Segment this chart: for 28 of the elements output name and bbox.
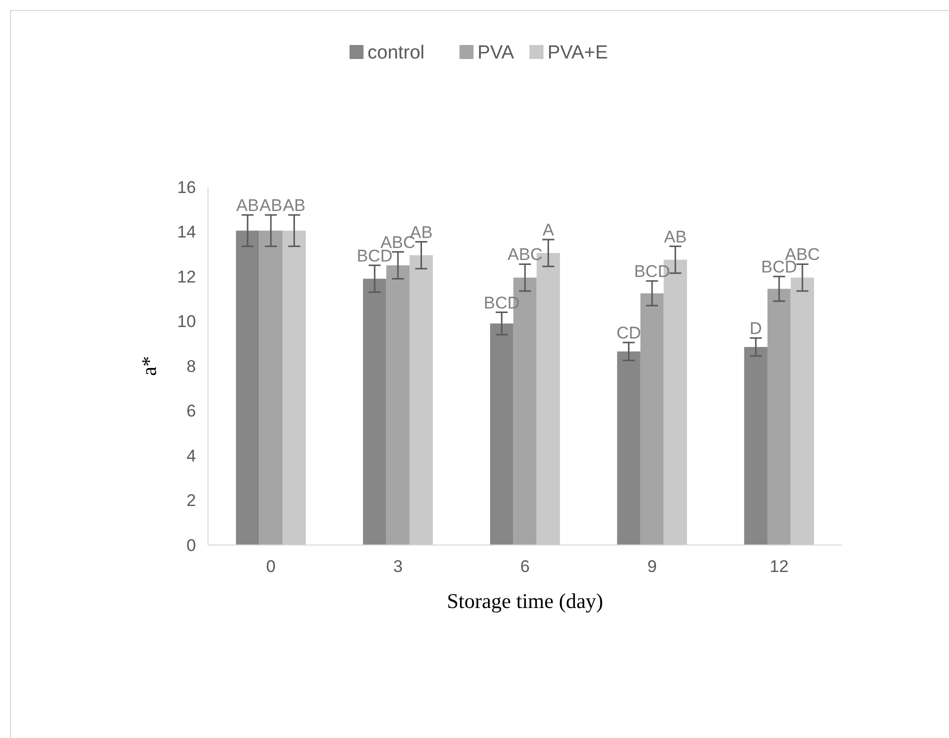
y-tick-label: 14 [177,222,196,242]
legend-label: PVA+E [548,42,608,64]
y-tick-label: 8 [186,356,196,376]
data-label: ABC [508,245,542,264]
y-tick-label: 12 [177,267,196,286]
y-tick-label: 10 [177,312,196,332]
y-axis-title: a* [137,356,161,376]
x-tick-label: 0 [266,557,276,576]
data-label: AB [664,227,687,246]
y-tick-label: 6 [186,402,196,421]
legend-label: PVA [478,42,514,64]
x-axis-title: Storage time (day) [446,589,604,613]
y-tick-label: 4 [186,446,196,466]
y-tick-label: 2 [186,491,196,510]
x-tick-label: 3 [393,557,403,576]
legend-label: control [368,42,425,64]
x-tick-label: 6 [520,557,530,576]
data-label: A [542,220,555,240]
data-label: BCD [634,262,670,281]
data-label: D [750,319,762,338]
y-tick-label: 16 [177,178,196,197]
data-label: AB [236,196,259,215]
data-label: CD [616,324,642,343]
x-tick-label: 12 [770,557,789,576]
y-tick-label: 0 [186,536,196,555]
data-label: AB [282,196,306,215]
data-label: AB [260,196,282,215]
x-tick-label: 9 [647,557,657,576]
